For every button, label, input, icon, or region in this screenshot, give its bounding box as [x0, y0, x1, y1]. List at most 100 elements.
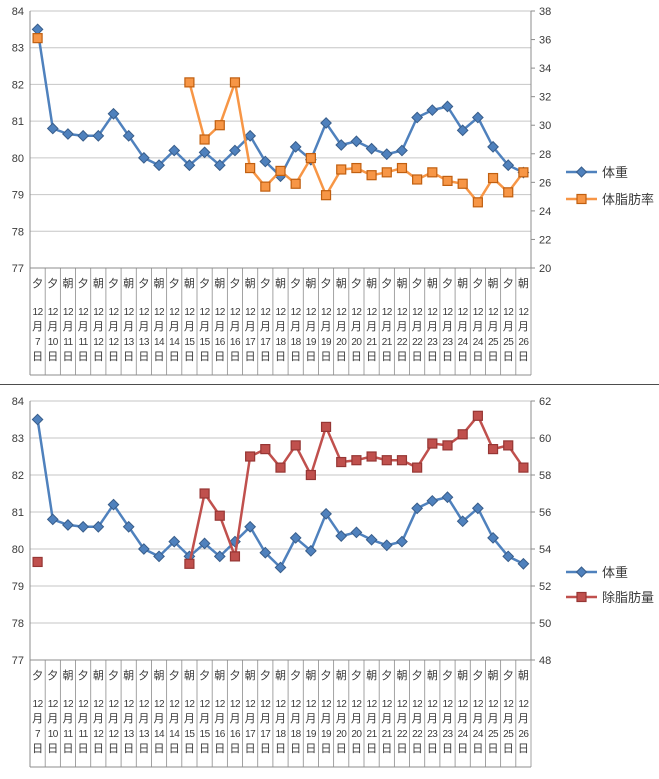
svg-text:12: 12: [336, 307, 347, 318]
svg-text:16: 16: [215, 729, 226, 740]
svg-text:7: 7: [35, 337, 41, 348]
svg-text:日: 日: [108, 743, 119, 755]
svg-text:月: 月: [154, 321, 165, 333]
svg-text:日: 日: [229, 743, 240, 755]
svg-text:日: 日: [503, 743, 514, 755]
svg-text:夕: 夕: [442, 277, 453, 290]
svg-text:夕: 夕: [138, 669, 149, 682]
svg-text:日: 日: [321, 351, 332, 363]
svg-text:12: 12: [200, 699, 211, 710]
svg-text:12: 12: [108, 337, 119, 348]
svg-text:夕: 夕: [199, 277, 210, 290]
svg-text:日: 日: [518, 743, 529, 755]
svg-text:10: 10: [48, 337, 59, 348]
svg-text:夕: 夕: [47, 277, 58, 290]
svg-text:月: 月: [32, 321, 43, 333]
svg-text:12: 12: [48, 699, 59, 710]
svg-text:12: 12: [382, 699, 393, 710]
svg-text:日: 日: [78, 351, 89, 363]
svg-text:21: 21: [382, 337, 393, 348]
svg-text:夕: 夕: [47, 669, 58, 682]
svg-text:日: 日: [229, 351, 240, 363]
svg-text:朝: 朝: [366, 669, 377, 682]
svg-text:日: 日: [321, 743, 332, 755]
svg-text:12: 12: [336, 699, 347, 710]
svg-text:12: 12: [321, 699, 332, 710]
svg-text:17: 17: [245, 337, 256, 348]
svg-text:20: 20: [539, 263, 551, 275]
svg-text:朝: 朝: [123, 277, 134, 290]
svg-text:月: 月: [214, 321, 225, 333]
svg-text:月: 月: [260, 321, 271, 333]
svg-text:12: 12: [215, 307, 226, 318]
svg-text:夕: 夕: [290, 669, 301, 682]
svg-text:月: 月: [138, 321, 149, 333]
svg-text:夕: 夕: [78, 277, 89, 290]
svg-text:日: 日: [412, 351, 423, 363]
weight-bodyfat-chart: 848382818079787738363432302826242220夕12月…: [12, 6, 654, 376]
svg-text:18: 18: [275, 337, 286, 348]
svg-text:月: 月: [457, 321, 468, 333]
svg-text:81: 81: [12, 507, 24, 519]
svg-text:朝: 朝: [154, 277, 165, 290]
svg-text:朝: 朝: [245, 277, 256, 290]
svg-text:12: 12: [306, 699, 317, 710]
svg-text:月: 月: [62, 321, 73, 333]
svg-text:26: 26: [518, 337, 529, 348]
svg-text:36: 36: [539, 35, 551, 47]
svg-text:月: 月: [488, 713, 499, 725]
left-axis-labels: 84 83 82 81 80 79 78 77: [12, 6, 24, 275]
svg-text:月: 月: [275, 713, 286, 725]
svg-text:日: 日: [62, 743, 73, 755]
svg-text:朝: 朝: [62, 277, 73, 290]
svg-text:32: 32: [539, 92, 551, 104]
svg-text:12: 12: [260, 307, 271, 318]
svg-text:月: 月: [472, 321, 483, 333]
svg-text:朝: 朝: [336, 277, 347, 290]
svg-text:12: 12: [427, 307, 438, 318]
svg-text:夕: 夕: [78, 669, 89, 682]
svg-text:月: 月: [275, 321, 286, 333]
svg-text:月: 月: [503, 321, 514, 333]
svg-text:夕: 夕: [381, 277, 392, 290]
svg-text:79: 79: [12, 581, 24, 593]
svg-text:月: 月: [32, 713, 43, 725]
legend-label-体重: 体重: [602, 165, 628, 180]
svg-text:日: 日: [457, 743, 468, 755]
svg-text:朝: 朝: [366, 277, 377, 290]
svg-text:月: 月: [199, 321, 210, 333]
svg-text:日: 日: [93, 743, 104, 755]
svg-text:12: 12: [351, 307, 362, 318]
svg-text:12: 12: [108, 699, 119, 710]
svg-text:月: 月: [396, 713, 407, 725]
svg-text:12: 12: [473, 699, 484, 710]
svg-text:夕: 夕: [412, 669, 423, 682]
svg-text:12: 12: [367, 307, 378, 318]
right-axis-labels: 62 60 58 56 54 52 50 48: [531, 396, 551, 667]
svg-text:月: 月: [78, 713, 89, 725]
svg-text:12: 12: [291, 699, 302, 710]
svg-text:日: 日: [245, 351, 256, 363]
svg-text:80: 80: [12, 544, 24, 556]
svg-text:朝: 朝: [518, 277, 529, 290]
svg-text:14: 14: [154, 337, 165, 348]
svg-text:12: 12: [124, 307, 135, 318]
svg-text:月: 月: [351, 321, 362, 333]
svg-text:夕: 夕: [321, 277, 332, 290]
svg-text:日: 日: [472, 351, 483, 363]
svg-text:12: 12: [351, 699, 362, 710]
svg-text:月: 月: [336, 713, 347, 725]
svg-text:月: 月: [169, 713, 180, 725]
svg-text:朝: 朝: [275, 669, 286, 682]
svg-text:朝: 朝: [93, 277, 104, 290]
svg-text:12: 12: [33, 307, 44, 318]
svg-text:日: 日: [47, 743, 58, 755]
svg-text:月: 月: [47, 321, 58, 333]
series-除脂肪量: [32, 410, 529, 569]
svg-text:日: 日: [154, 351, 165, 363]
svg-text:83: 83: [12, 43, 24, 55]
svg-text:日: 日: [184, 743, 195, 755]
gridlines: [30, 400, 531, 661]
svg-text:12: 12: [139, 307, 150, 318]
